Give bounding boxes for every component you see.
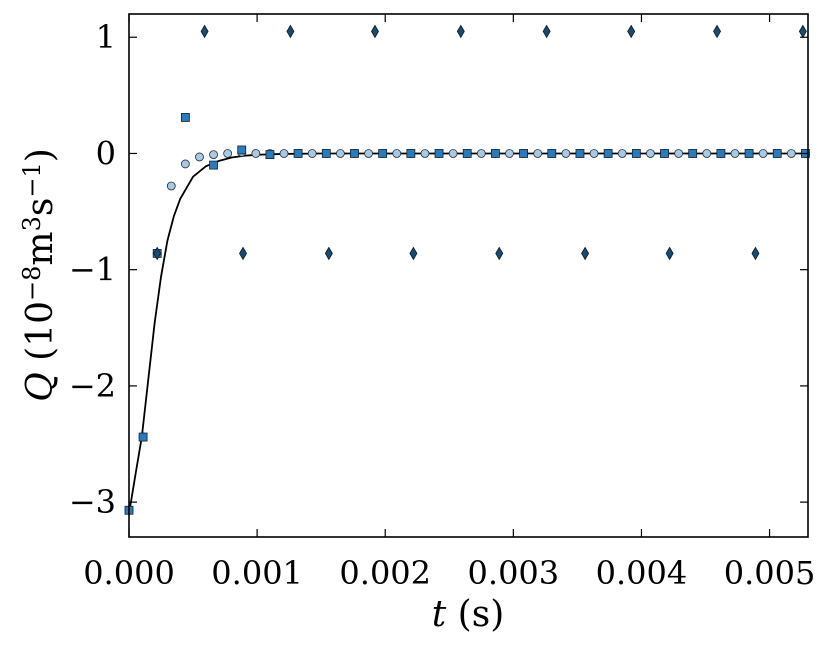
plot-frame bbox=[128, 13, 809, 538]
diamond-point bbox=[456, 24, 465, 39]
circle-point bbox=[646, 149, 655, 158]
marker-layer bbox=[124, 24, 810, 515]
square-point bbox=[406, 149, 416, 158]
circle-point bbox=[392, 149, 402, 158]
circle-point bbox=[674, 149, 684, 158]
circle-point bbox=[786, 149, 796, 158]
square-point bbox=[688, 149, 698, 158]
diamond-point bbox=[371, 24, 379, 39]
square-point bbox=[491, 149, 500, 158]
circle-point bbox=[166, 181, 176, 191]
diamond-point bbox=[286, 24, 295, 39]
circle-point bbox=[420, 149, 430, 158]
circle-point bbox=[279, 149, 289, 158]
y-tick-label: 1 bbox=[96, 18, 116, 56]
tick-layer: 0.000 0.001 0.002 0.003 0.004 0.005 1 0 −1 −2 −3 bbox=[69, 14, 816, 592]
circle-point bbox=[533, 149, 543, 158]
circle-point bbox=[364, 149, 373, 158]
circle-point bbox=[730, 149, 740, 158]
square-point bbox=[603, 149, 613, 158]
x-tick-label: 0.001 bbox=[211, 554, 303, 592]
diamond-point bbox=[324, 246, 333, 261]
square-point bbox=[434, 149, 444, 158]
square-point bbox=[772, 149, 782, 158]
y-tick-label: 0 bbox=[96, 134, 116, 172]
square-point bbox=[180, 113, 190, 122]
square-point bbox=[547, 149, 557, 158]
square-point bbox=[660, 149, 669, 158]
square-point bbox=[350, 149, 359, 158]
circle-point bbox=[702, 149, 712, 158]
circle-point bbox=[476, 149, 486, 158]
diamond-point bbox=[495, 246, 504, 261]
y-axis-label: Q (10−8m3s−1) bbox=[18, 148, 61, 402]
diamond-point bbox=[713, 24, 722, 39]
square-point bbox=[378, 149, 388, 158]
circle-point bbox=[307, 149, 317, 158]
circle-point bbox=[505, 149, 514, 158]
x-tick-label: 0.000 bbox=[83, 554, 175, 592]
circle-point bbox=[561, 149, 571, 158]
diamond-point bbox=[153, 246, 162, 261]
x-tick-label: 0.002 bbox=[339, 554, 431, 592]
square-point bbox=[519, 149, 528, 158]
circle-point bbox=[335, 149, 345, 158]
diamond-point bbox=[200, 24, 209, 39]
square-point bbox=[462, 149, 472, 158]
square-point bbox=[209, 160, 218, 170]
x-axis-label: t (s) bbox=[432, 594, 505, 635]
diamond-point bbox=[751, 246, 760, 261]
diamond-point bbox=[409, 246, 418, 261]
circle-point bbox=[589, 149, 599, 158]
circle-point bbox=[448, 149, 458, 158]
square-point bbox=[321, 149, 331, 158]
diamond-point bbox=[665, 246, 674, 261]
diamond-point bbox=[581, 246, 590, 261]
square-point bbox=[237, 145, 247, 155]
y-tick-label: −2 bbox=[69, 367, 116, 405]
square-point bbox=[293, 149, 303, 158]
y-tick-label: −3 bbox=[69, 483, 116, 521]
square-point bbox=[265, 150, 275, 160]
diamond-point bbox=[239, 246, 247, 261]
circle-point bbox=[223, 149, 233, 158]
square-point bbox=[575, 149, 585, 158]
circle-point bbox=[617, 149, 627, 158]
circle-point bbox=[758, 149, 768, 158]
square-point bbox=[744, 149, 754, 158]
circle-point bbox=[251, 149, 261, 158]
diamond-point bbox=[627, 24, 636, 39]
circle-point bbox=[195, 152, 204, 162]
x-tick-label: 0.005 bbox=[724, 554, 816, 592]
diamond-point bbox=[542, 24, 551, 39]
square-point bbox=[631, 149, 641, 158]
x-tick-label: 0.003 bbox=[468, 554, 560, 592]
x-tick-label: 0.004 bbox=[596, 554, 688, 592]
square-point bbox=[716, 149, 726, 158]
square-point bbox=[138, 432, 148, 442]
y-tick-label: −1 bbox=[69, 251, 116, 289]
circle-point bbox=[180, 159, 190, 169]
plot-area bbox=[129, 14, 808, 537]
circle-point bbox=[209, 150, 218, 160]
